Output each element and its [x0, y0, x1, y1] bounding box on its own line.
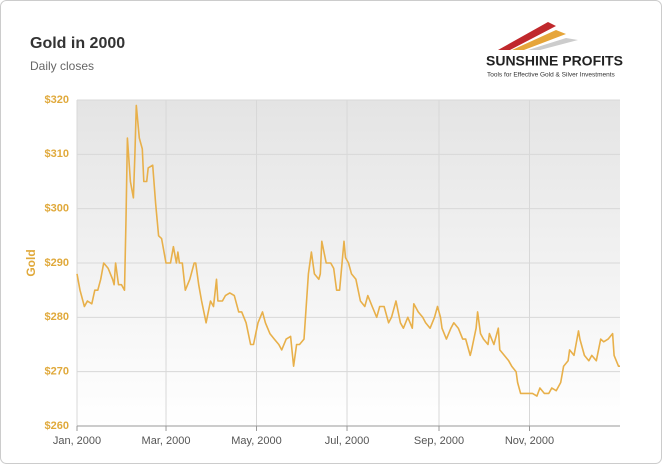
logo-ray [528, 38, 578, 50]
x-tick-label: Sep, 2000 [414, 435, 464, 447]
logo-name: SUNSHINE PROFITS [486, 53, 623, 69]
y-tick-label: $320 [45, 94, 69, 106]
chart-subtitle: Daily closes [30, 59, 94, 73]
y-tick-label: $260 [45, 420, 69, 432]
y-axis-title: Gold [24, 249, 38, 276]
logo-ray [512, 30, 566, 50]
y-tick-label: $290 [45, 257, 69, 269]
logo-tagline: Tools for Effective Gold & Silver Invest… [487, 72, 616, 79]
y-tick-label: $300 [45, 203, 69, 215]
x-tick-label: Jan, 2000 [53, 435, 101, 447]
logo-ray [498, 22, 556, 50]
y-tick-label: $280 [45, 311, 69, 323]
x-tick-label: Mar, 2000 [142, 435, 191, 447]
price-line [76, 104, 620, 397]
x-tick-label: Jul, 2000 [325, 435, 370, 447]
y-tick-label: $310 [45, 148, 69, 160]
x-tick-label: Nov, 2000 [505, 435, 554, 447]
y-tick-label: $270 [45, 366, 69, 378]
logo: SUNSHINE PROFITS Tools for Effective Gol… [486, 22, 623, 79]
x-tick-label: May, 2000 [231, 435, 282, 447]
chart-title: Gold in 2000 [30, 35, 125, 52]
